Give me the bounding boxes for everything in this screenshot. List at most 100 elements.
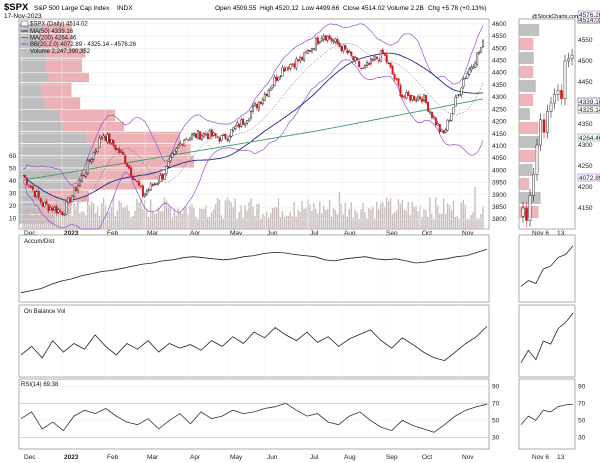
volume-bar bbox=[122, 207, 124, 229]
candle-body bbox=[106, 134, 109, 142]
candle-body bbox=[126, 163, 129, 167]
price-tick: 3900 bbox=[492, 192, 507, 199]
zoom-candle bbox=[532, 174, 535, 196]
candle-body bbox=[297, 59, 300, 62]
close-value: Close 4514.02 bbox=[343, 5, 385, 12]
candle-body bbox=[275, 76, 278, 81]
candle-body bbox=[198, 131, 201, 140]
candle-body bbox=[387, 62, 390, 64]
candle-body bbox=[141, 185, 144, 197]
candle-body bbox=[464, 78, 467, 80]
volume-bar bbox=[454, 216, 457, 229]
candle-body bbox=[289, 64, 292, 69]
volume-bar bbox=[303, 208, 305, 229]
candle-body bbox=[102, 135, 105, 138]
candle-body bbox=[334, 38, 337, 43]
candle-body bbox=[312, 48, 315, 50]
candle-body bbox=[51, 207, 54, 211]
volume-bar bbox=[344, 202, 347, 229]
volume-bar bbox=[330, 216, 333, 229]
zoom-bottom-nov6: Nov 6 bbox=[532, 454, 549, 461]
zoom-candle bbox=[528, 195, 532, 221]
volume-bar bbox=[381, 202, 384, 229]
candle-body bbox=[29, 185, 32, 188]
candle-body bbox=[181, 143, 184, 145]
date: 17-Nov-2023 bbox=[4, 13, 42, 20]
candle-body bbox=[269, 88, 272, 91]
volume-bar bbox=[108, 211, 111, 229]
candle-body bbox=[314, 38, 317, 51]
candle-body bbox=[468, 68, 471, 75]
volume-profile-bar-up bbox=[19, 24, 42, 34]
left-tick: 20 bbox=[9, 203, 17, 210]
candle-body bbox=[328, 35, 331, 40]
volume-bar bbox=[376, 201, 378, 229]
volume-bar bbox=[238, 212, 240, 229]
candle-body bbox=[149, 183, 152, 191]
zoom-vp-bar bbox=[519, 150, 536, 162]
volume-bar bbox=[220, 215, 223, 229]
volume-bar bbox=[413, 206, 415, 229]
volume-bar bbox=[39, 207, 42, 229]
volume-bar bbox=[431, 213, 433, 229]
moving-averages bbox=[22, 52, 484, 201]
volume-bar bbox=[75, 206, 77, 229]
zoom-vp-bar bbox=[519, 80, 536, 92]
volume-bar bbox=[110, 206, 113, 229]
volume-bar bbox=[41, 212, 44, 229]
candle-body bbox=[383, 52, 386, 56]
candle-body bbox=[293, 63, 296, 68]
candle-body bbox=[183, 139, 186, 147]
volume-profile-bar-up bbox=[19, 82, 42, 97]
volume-bar bbox=[126, 205, 128, 229]
volume-bar bbox=[305, 207, 307, 229]
candle-body bbox=[389, 62, 392, 68]
zoom-vp-bar bbox=[519, 38, 534, 50]
date-label: May bbox=[230, 230, 243, 237]
volume-bar bbox=[446, 203, 449, 229]
price-tick: 4050 bbox=[492, 155, 507, 162]
volume-bar bbox=[132, 215, 134, 229]
volume-bar bbox=[456, 216, 459, 229]
value-badge bbox=[577, 105, 600, 114]
volume-bar bbox=[397, 199, 400, 229]
candle-body bbox=[417, 96, 420, 100]
volume-profile-bar-down bbox=[86, 131, 180, 144]
volume-profile-bar-up bbox=[19, 131, 87, 144]
candle-body bbox=[202, 132, 205, 137]
legend-bb: BB(20,2.0) 4072.89 - 4325.14 - 4576.26 bbox=[30, 42, 137, 48]
price-tick: 4000 bbox=[492, 167, 507, 174]
volume-bar bbox=[474, 187, 476, 229]
volume-bar bbox=[83, 211, 85, 229]
candle-body bbox=[226, 139, 229, 141]
left-axis: 60 50 40 30 20 10 bbox=[9, 153, 17, 223]
volume-profile-bar-down bbox=[45, 58, 82, 73]
volume-bar bbox=[267, 217, 270, 229]
candle-body bbox=[338, 42, 341, 47]
volume-bar bbox=[326, 208, 329, 229]
candle-body bbox=[436, 123, 439, 126]
candle-body bbox=[120, 151, 123, 153]
volume-bar bbox=[43, 211, 46, 229]
volume-bar bbox=[372, 206, 374, 229]
candle-body bbox=[368, 63, 371, 65]
zoom-price-tick: 4300 bbox=[578, 142, 593, 149]
candle-body bbox=[136, 180, 139, 182]
candle-body bbox=[69, 197, 72, 203]
date-label-bottom: Jun bbox=[267, 454, 278, 461]
volume-bar bbox=[214, 204, 217, 229]
legend-ma50: MA(50) 4339.16 bbox=[30, 29, 74, 35]
candle-body bbox=[295, 58, 298, 69]
candle-body bbox=[307, 50, 310, 54]
volume-bar bbox=[254, 215, 256, 229]
obv-label: On Balance Vol bbox=[24, 309, 65, 315]
volume-bar bbox=[321, 213, 323, 229]
volume-bar bbox=[149, 199, 152, 229]
candle-body bbox=[234, 126, 237, 130]
volume-bar bbox=[45, 213, 48, 229]
zoom-vp-bar bbox=[519, 122, 539, 134]
candles bbox=[23, 33, 485, 217]
zoom-candle bbox=[563, 60, 567, 99]
volume-bar bbox=[427, 217, 429, 229]
